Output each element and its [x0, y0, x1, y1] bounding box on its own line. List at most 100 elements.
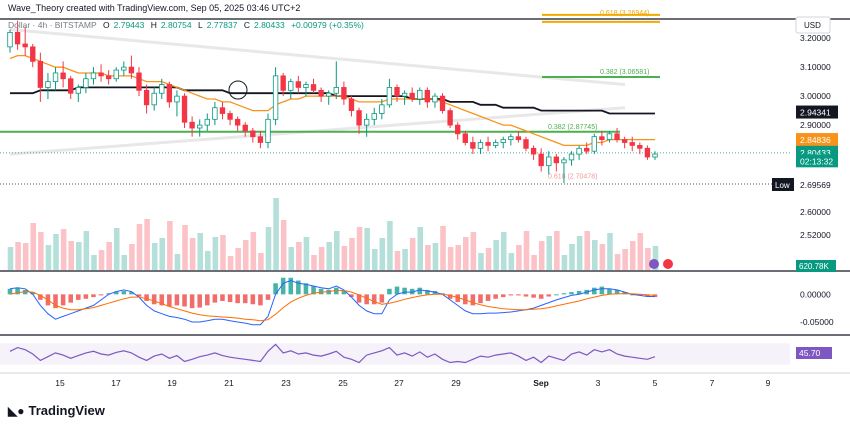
volume-bar	[356, 227, 363, 270]
volume-badge	[796, 260, 836, 272]
volume-bar	[265, 227, 272, 270]
time-tick-label: Sep	[533, 378, 549, 388]
volume-bar	[288, 247, 295, 270]
low-value-box	[796, 178, 838, 191]
event-icon[interactable]	[649, 259, 659, 269]
candle-body	[386, 87, 393, 106]
volume-bar	[91, 255, 97, 270]
macd-histogram-bar	[318, 288, 324, 295]
volume-bar	[440, 226, 446, 270]
candle-body	[159, 84, 165, 94]
change-value: +0.00979 (+0.35%)	[291, 20, 364, 30]
candle-body	[265, 118, 271, 143]
macd-histogram-bar	[174, 294, 180, 306]
volume-bar	[250, 232, 257, 270]
volume-bar	[53, 234, 59, 270]
price-axis-badge-label: 2.94341	[800, 108, 831, 118]
candle-body	[136, 72, 142, 91]
candle-body	[272, 75, 279, 120]
low-label: L	[198, 20, 203, 30]
macd-histogram-bar	[76, 294, 81, 300]
macd-histogram-bar	[500, 294, 506, 298]
candle-body	[204, 118, 210, 126]
candle-body	[143, 89, 150, 106]
volume-bar	[167, 221, 173, 270]
volume-bar	[121, 255, 128, 270]
high-label: H	[150, 20, 157, 30]
macd-histogram-bar	[273, 283, 278, 295]
macd-histogram-bar	[554, 294, 559, 296]
candle-body	[447, 110, 453, 126]
candle-body	[652, 153, 658, 158]
fib-level-label: 0.382 (3.06581)	[600, 69, 649, 76]
candle-body	[234, 118, 241, 126]
volume-bar	[205, 251, 211, 270]
candle-body	[318, 89, 324, 97]
volume-bar	[113, 228, 120, 270]
macd-histogram-bar	[280, 277, 286, 295]
volume-bar	[592, 240, 598, 270]
candle-body	[439, 95, 446, 112]
candle-body	[462, 133, 468, 143]
candle-body	[310, 84, 317, 91]
candle-body	[250, 130, 256, 138]
fib-level-label: 0.618 (3.26944)	[600, 10, 649, 17]
candle-body	[14, 31, 21, 45]
volume-bar	[485, 248, 492, 270]
candle-body	[356, 110, 362, 126]
price-tick-label: 3.20000	[800, 33, 831, 43]
volume-bar	[599, 244, 606, 270]
candle-body	[523, 139, 529, 149]
macd-histogram-bar	[447, 294, 453, 299]
macd-histogram-bar	[205, 294, 210, 306]
macd-histogram-bar	[516, 294, 521, 296]
candle-body	[508, 136, 514, 141]
volume-bar	[334, 231, 340, 270]
volume-bar	[242, 240, 249, 270]
volume-bar	[379, 238, 386, 270]
macd-histogram-bar	[614, 289, 620, 295]
volume-bar	[258, 253, 264, 270]
candle-body	[394, 87, 400, 97]
time-tick-label: 7	[710, 378, 715, 388]
volume-bar	[212, 237, 219, 270]
macd-histogram-bar	[561, 293, 567, 295]
flag-icon[interactable]	[663, 259, 673, 269]
price-axis-badge-label: 2.84836	[800, 135, 831, 145]
currency-button[interactable]	[795, 16, 831, 34]
candle-body	[60, 72, 66, 80]
volume-bar	[614, 254, 621, 270]
volume-bar	[144, 219, 150, 270]
chart-attribution: Wave_Theory created with TradingView.com…	[8, 3, 300, 13]
macd-histogram-bar	[22, 289, 28, 295]
candle-body	[68, 78, 74, 94]
price-axis-badge	[796, 154, 838, 168]
candle-body	[371, 113, 377, 120]
macd-histogram-bar	[98, 294, 104, 296]
rsi-band	[0, 343, 790, 365]
candle-body	[576, 147, 582, 155]
macd-histogram-bar	[349, 294, 354, 298]
candle-body	[599, 136, 605, 141]
high-value: 2.80754	[160, 20, 192, 30]
candle-body	[363, 118, 370, 126]
candle-body	[477, 142, 484, 149]
candle-body	[432, 95, 438, 103]
time-tick-label: 27	[394, 378, 404, 388]
time-tick-label: 5	[653, 378, 658, 388]
brand-text: TradingView	[28, 403, 105, 418]
volume-bar	[652, 246, 659, 270]
time-tick-label: 15	[55, 378, 65, 388]
candle-body	[409, 92, 415, 100]
volume-bar	[76, 242, 82, 270]
volume-bar	[463, 237, 469, 270]
macd-histogram-bar	[478, 294, 483, 304]
volume-bar	[349, 238, 355, 270]
macd-histogram-bar	[463, 294, 468, 305]
rsi-badge-label: 45.70	[799, 348, 821, 358]
open-label: O	[103, 20, 110, 30]
macd-signal-line	[9, 290, 656, 322]
price-tick-label: 2.52000	[800, 230, 831, 240]
candle-body	[606, 133, 613, 141]
